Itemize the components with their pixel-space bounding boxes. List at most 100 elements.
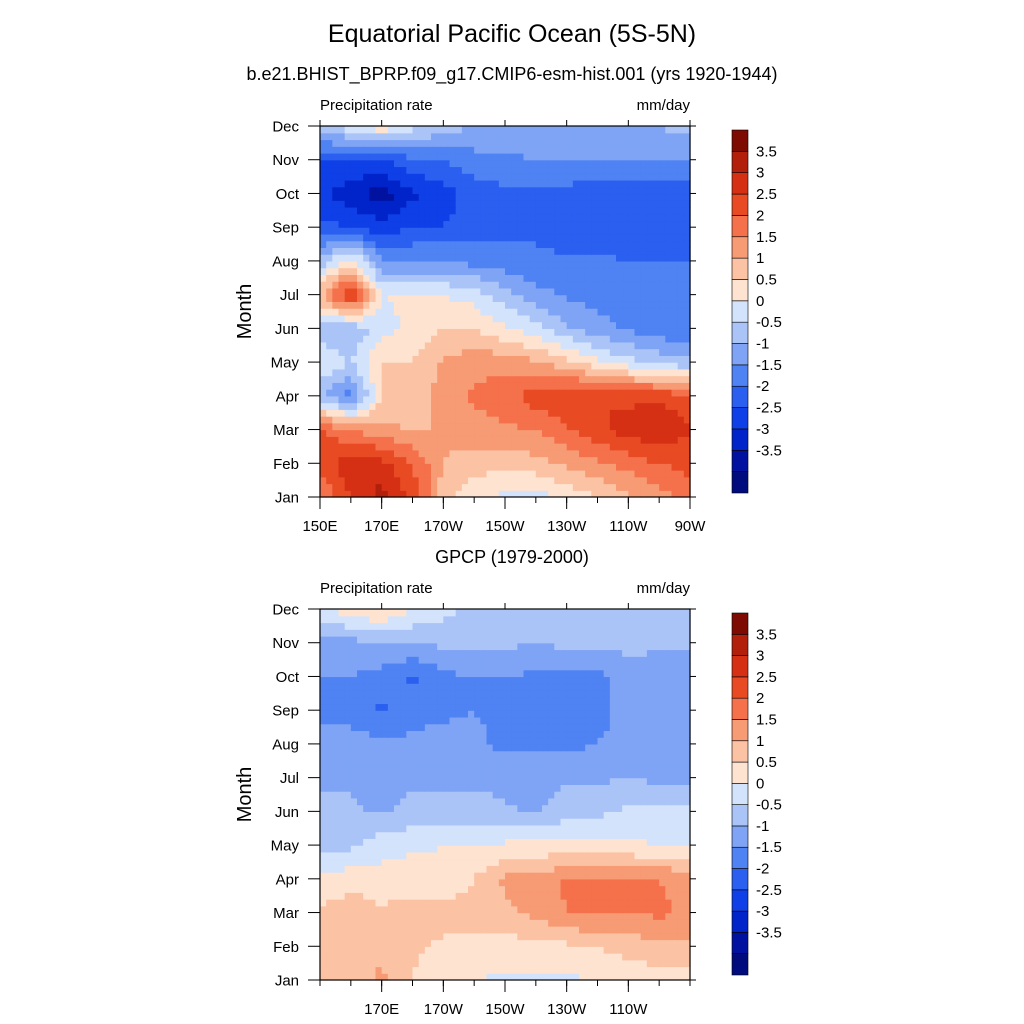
field-cell xyxy=(554,483,562,491)
field-cell xyxy=(585,429,592,437)
field-cell xyxy=(400,375,407,383)
field-cell xyxy=(492,818,500,826)
field-cell xyxy=(468,247,475,255)
field-cell xyxy=(437,818,444,826)
field-cell xyxy=(560,885,568,893)
field-cell xyxy=(548,429,555,437)
field-cell xyxy=(517,368,525,377)
field-cell xyxy=(375,368,383,377)
field-cell xyxy=(566,335,574,343)
field-cell xyxy=(628,281,636,289)
field-cell xyxy=(653,490,660,498)
field-cell xyxy=(517,409,525,417)
field-cell xyxy=(566,355,574,363)
field-cell xyxy=(357,878,364,887)
field-cell xyxy=(511,294,518,302)
field-cell xyxy=(468,409,475,417)
field-cell xyxy=(591,220,599,228)
field-cell xyxy=(554,831,562,839)
field-cell xyxy=(424,429,432,437)
field-cell xyxy=(344,919,352,927)
field-cell xyxy=(498,152,506,161)
field-cell xyxy=(579,146,586,154)
field-cell xyxy=(424,260,432,269)
field-cell xyxy=(424,899,432,907)
field-cell xyxy=(474,429,481,437)
field-cell xyxy=(622,159,629,168)
field-cell xyxy=(560,973,568,981)
field-cell xyxy=(542,443,549,451)
field-cell xyxy=(369,932,377,941)
field-cell xyxy=(431,152,438,161)
field-cell xyxy=(572,885,580,893)
field-cell xyxy=(480,328,488,336)
field-cell xyxy=(622,389,629,397)
field-cell xyxy=(387,227,395,235)
field-cell xyxy=(350,824,358,833)
field-cell xyxy=(560,186,568,195)
field-cell xyxy=(357,301,364,309)
field-cell xyxy=(640,831,648,839)
field-cell xyxy=(671,368,679,377)
field-cell xyxy=(523,368,531,377)
field-cell xyxy=(381,146,389,154)
field-cell xyxy=(579,973,586,981)
field-cell xyxy=(535,845,543,853)
field-cell xyxy=(418,838,426,846)
field-cell xyxy=(609,422,617,431)
field-cell xyxy=(609,227,617,235)
field-cell xyxy=(585,892,592,900)
field-cell xyxy=(511,939,518,947)
field-cell xyxy=(332,132,340,141)
field-cell xyxy=(498,341,506,350)
field-cell xyxy=(381,926,389,934)
field-cell xyxy=(437,436,444,444)
field-cell xyxy=(542,456,549,464)
field-cell xyxy=(603,845,611,853)
field-cell xyxy=(437,831,444,839)
field-cell xyxy=(597,206,605,215)
field-cell xyxy=(455,885,463,893)
field-cell xyxy=(424,220,432,228)
field-cell xyxy=(431,267,438,275)
field-cell xyxy=(394,139,401,147)
field-cell xyxy=(585,395,592,404)
field-cell xyxy=(437,308,444,316)
y-tick-label: Aug xyxy=(272,253,299,270)
field-cell xyxy=(320,966,327,974)
field-cell xyxy=(332,314,340,323)
field-cell xyxy=(474,328,481,336)
field-cell xyxy=(572,926,580,934)
field-cell xyxy=(585,831,592,839)
field-cell xyxy=(357,274,364,282)
field-cell xyxy=(468,382,475,390)
field-cell xyxy=(591,200,599,208)
field-cell xyxy=(468,301,475,309)
field-cell xyxy=(344,449,352,458)
field-cell xyxy=(387,132,395,141)
field-cell xyxy=(449,368,457,377)
field-cell xyxy=(443,845,451,853)
field-cell xyxy=(387,173,395,181)
field-cell xyxy=(492,220,500,228)
field-cell xyxy=(412,885,420,893)
field-cell xyxy=(603,159,611,168)
field-cell xyxy=(375,797,383,806)
field-cell xyxy=(671,139,679,147)
field-cell xyxy=(653,422,660,431)
colorbar-box xyxy=(731,236,749,259)
field-cell xyxy=(597,395,605,404)
field-cell xyxy=(375,973,383,981)
field-cell xyxy=(418,429,426,437)
field-cell xyxy=(406,416,414,424)
field-cell xyxy=(542,321,549,329)
field-cell xyxy=(443,382,451,390)
field-cell xyxy=(357,260,364,269)
field-cell xyxy=(468,932,475,941)
field-cell xyxy=(665,126,673,134)
field-cell xyxy=(468,159,475,168)
field-cell xyxy=(677,939,685,947)
field-cell xyxy=(591,824,599,833)
field-cell xyxy=(560,267,568,275)
field-cell xyxy=(431,260,438,269)
